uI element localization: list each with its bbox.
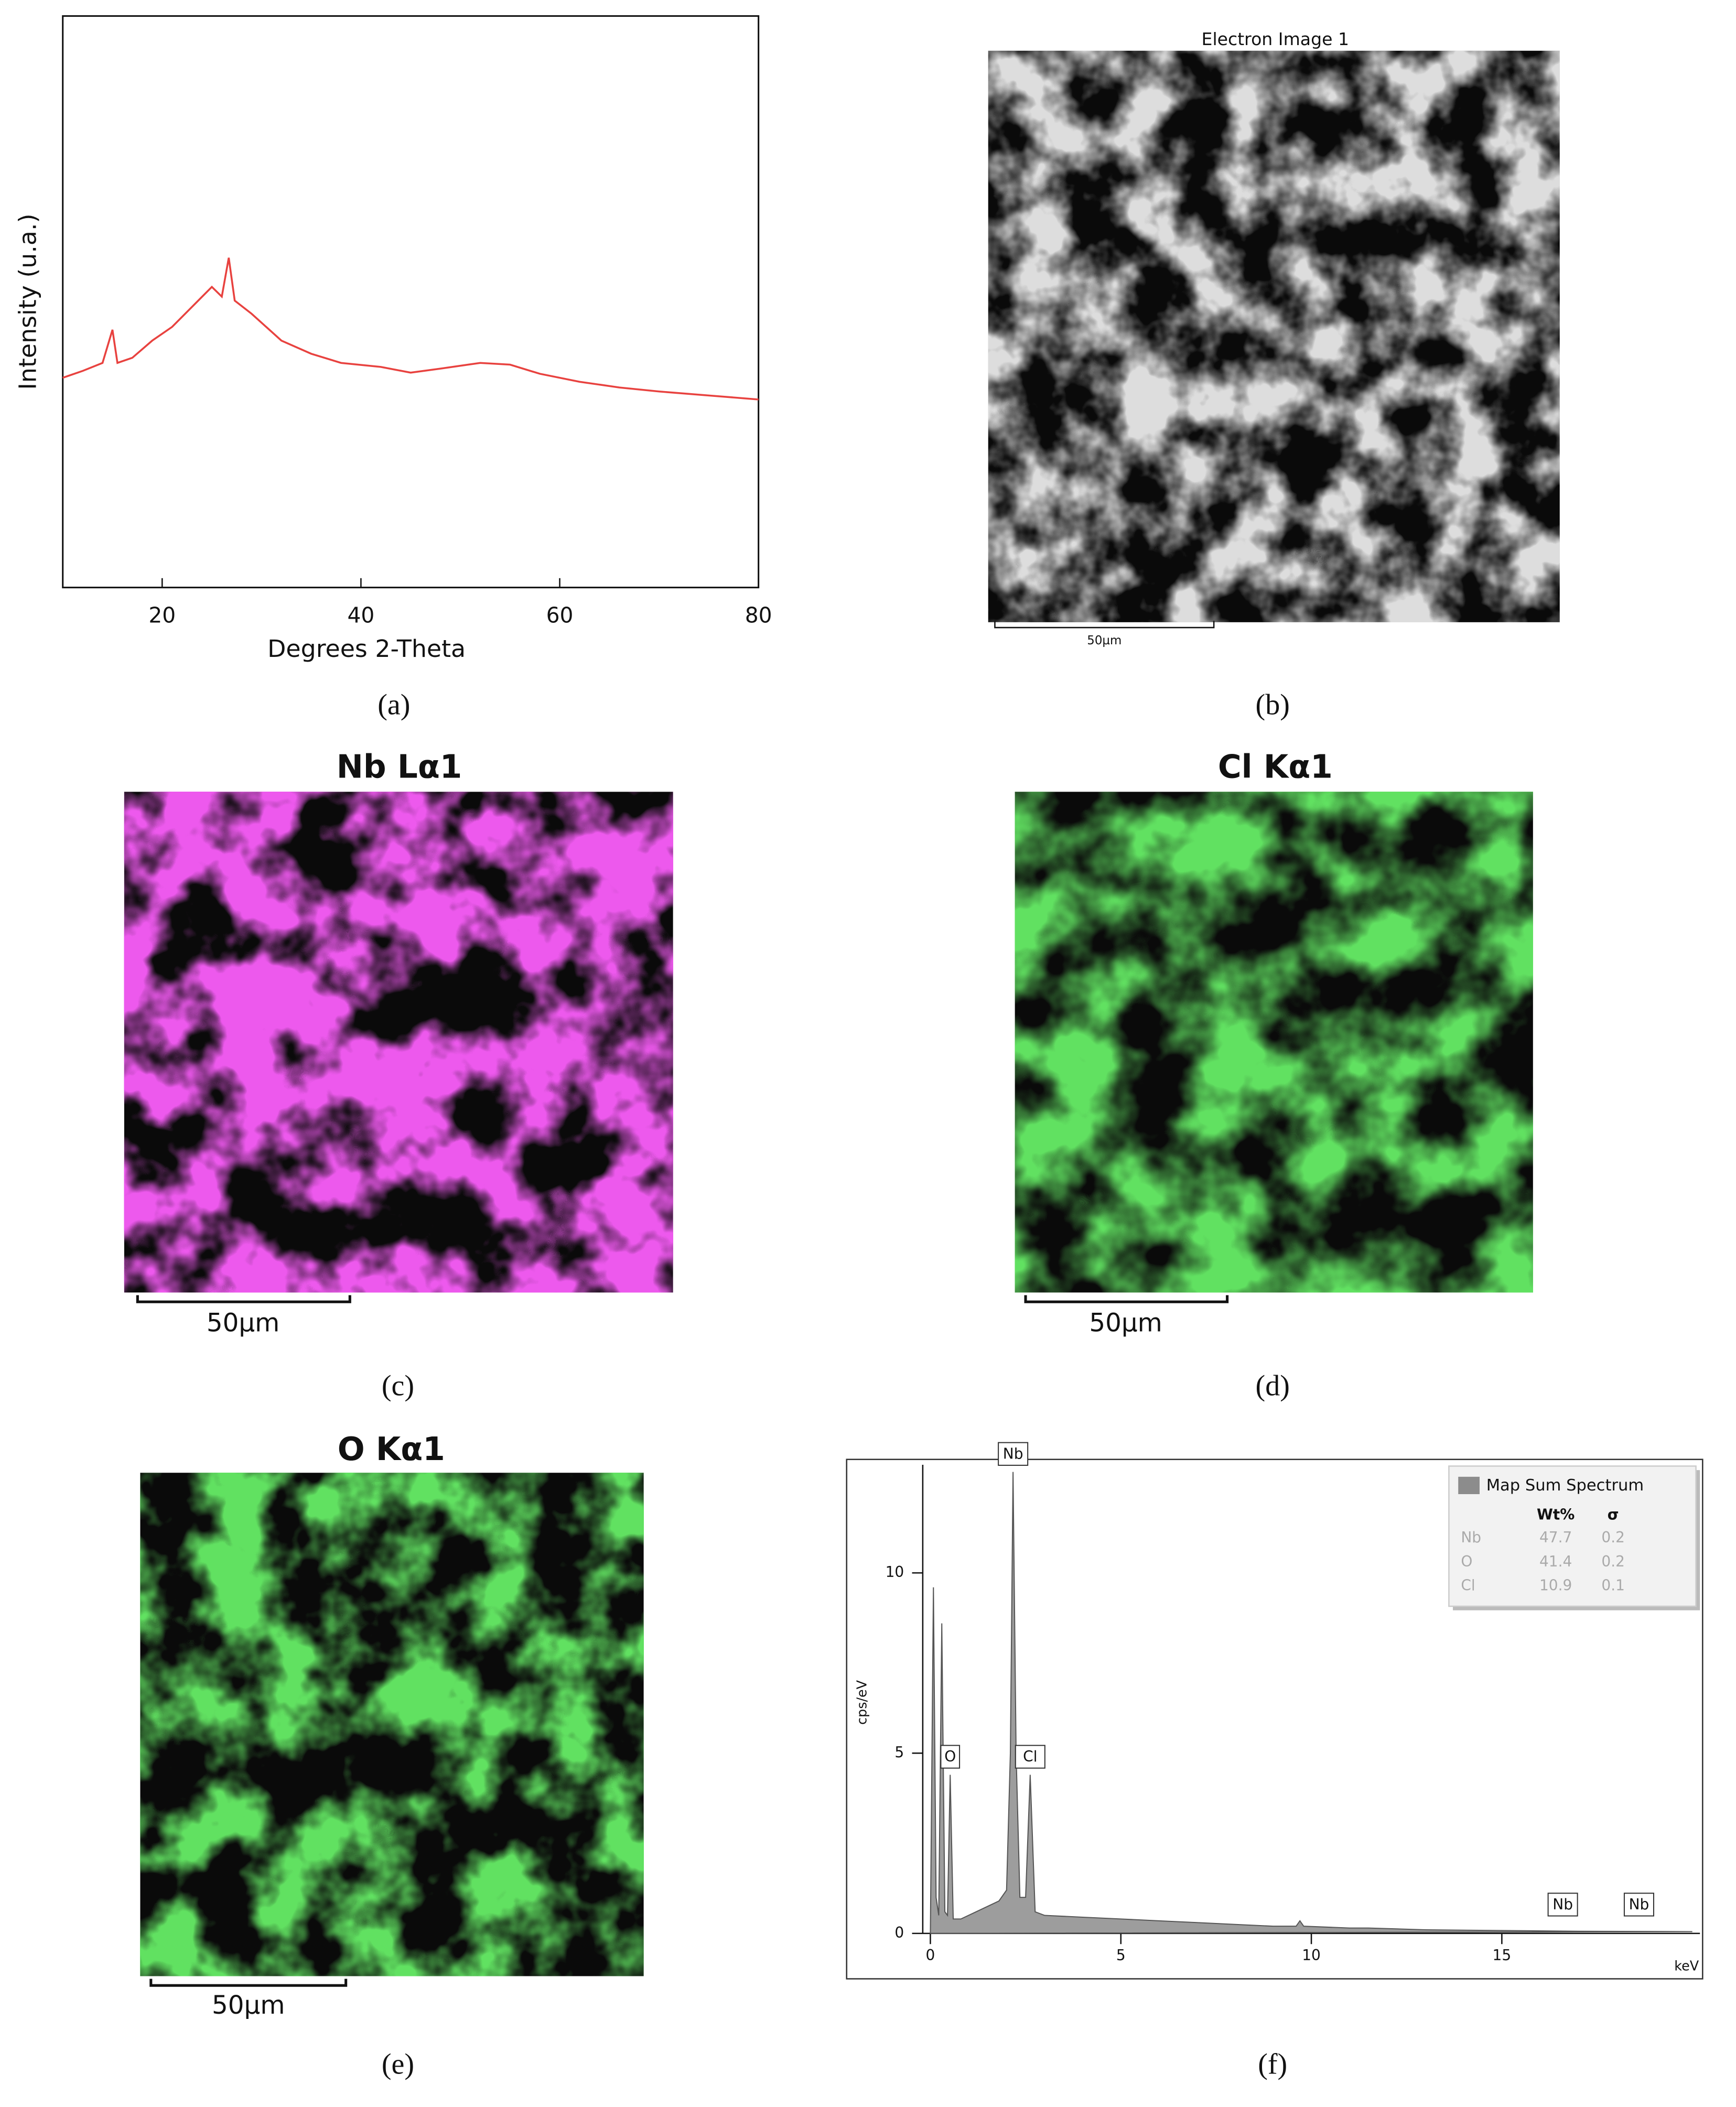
y-axis-label: cps/eV [854,1680,870,1725]
legend-label: Map Sum Spectrum [1486,1476,1644,1495]
x-tick-label: 40 [347,603,374,628]
scale-bar-label: 50µm [207,1309,279,1338]
x-axis-label: keV [1674,1959,1699,1974]
spectrum-area [930,1472,1692,1934]
panel-label: (f) [1258,2048,1287,2080]
legend-value: 47.7 [1539,1529,1572,1546]
x-tick-label: 80 [745,603,772,628]
legend-element: Cl [1461,1577,1475,1594]
peak-marker [1547,1893,1578,1917]
panel-label: (d) [1256,1370,1290,1402]
peak-label: Nb [1629,1896,1649,1913]
peak-marker [998,1442,1029,1466]
y-tick-label: 5 [894,1744,904,1761]
y-tick-label: 10 [886,1563,904,1581]
panel-label: (a) [378,689,410,721]
x-tick-label: 10 [1302,1947,1321,1964]
x-tick-label: 0 [926,1947,935,1964]
legend-box [1448,1465,1697,1607]
peak-label: Nb [1003,1445,1023,1463]
peak-label: Cl [1023,1748,1037,1765]
image-title: Nb Lα1 [337,749,462,786]
peak-marker [940,1745,961,1769]
peak-label: O [944,1748,956,1765]
scale-bar [994,621,1215,629]
peak-marker [1623,1893,1654,1917]
panel-label: (e) [382,2048,414,2080]
scale-bar [149,1979,348,1987]
legend-element: Nb [1461,1529,1481,1546]
legend-value: 10.9 [1539,1577,1572,1594]
micrograph [1015,792,1533,1293]
micrograph [140,1473,644,1976]
y-axis-label: Intensity (u.a.) [14,214,42,390]
x-tick-label: 60 [546,603,574,628]
legend-column: σ [1608,1506,1619,1523]
line [62,257,759,401]
scale-bar-label: 50µm [1089,1309,1162,1338]
peak-label: Nb [1552,1896,1573,1913]
scale-bar [136,1295,351,1303]
image-title: Electron Image 1 [1202,29,1349,49]
micrograph [124,792,673,1293]
x-tick-label: 20 [148,603,176,628]
legend-value: 41.4 [1539,1553,1572,1570]
legend-value: 0.1 [1601,1577,1625,1594]
image-title: Cl Kα1 [1218,749,1333,786]
panel-label: (b) [1256,689,1290,721]
micrograph [988,50,1560,622]
panel-label: (c) [382,1370,414,1402]
x-tick-label: 5 [1116,1947,1126,1964]
y-tick-label: 0 [894,1924,904,1941]
image-title: O Kα1 [338,1431,445,1468]
legend-value: 0.2 [1601,1529,1625,1546]
x-axis-label: Degrees 2-Theta [267,634,466,663]
legend-element: O [1461,1553,1472,1570]
scale-bar-label: 50µm [212,1991,285,2020]
scale-bar [1024,1295,1229,1303]
legend-swatch [1458,1476,1480,1494]
legend-value: 0.2 [1601,1553,1625,1570]
legend-column: Wt% [1537,1506,1575,1523]
scale-bar-label: 50µm [1087,634,1122,647]
x-tick-label: 15 [1493,1947,1512,1964]
plot-frame [62,15,760,589]
peak-marker [1015,1745,1045,1769]
